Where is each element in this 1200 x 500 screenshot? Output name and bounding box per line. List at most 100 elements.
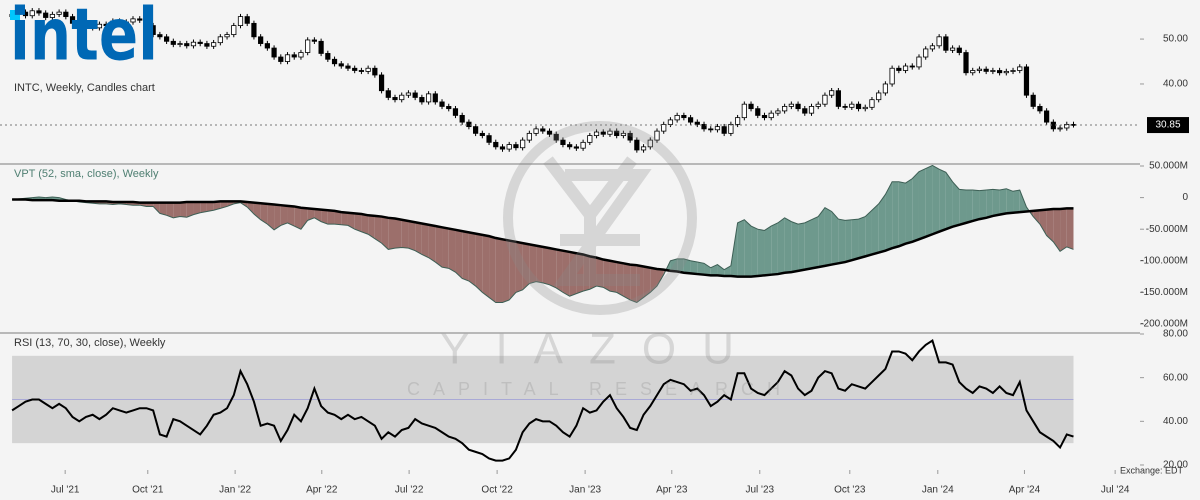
vpt-fill — [213, 201, 221, 211]
vpt-fill — [764, 226, 772, 276]
candle-body — [896, 67, 902, 71]
vpt-fill — [636, 265, 644, 303]
candle-body — [949, 47, 956, 51]
vpt-fill — [442, 227, 449, 269]
candle-body — [607, 130, 613, 135]
vpt-fill — [354, 213, 362, 232]
vpt-fill — [166, 202, 174, 218]
candle-body — [728, 123, 734, 134]
vpt-fill — [912, 171, 919, 242]
candle-body — [177, 43, 183, 45]
x-tick-label: Jul '22 — [395, 485, 424, 496]
last-price-label: 30.85 — [1155, 120, 1180, 131]
vpt-fill — [771, 222, 778, 275]
vpt-fill — [495, 238, 503, 303]
candle-body — [788, 103, 794, 107]
candle-body — [163, 36, 170, 42]
candle-body — [795, 103, 801, 110]
x-tick-label: Apr '22 — [306, 485, 338, 496]
y-tick-label: 40.00 — [1163, 79, 1188, 90]
vpt-fill — [455, 229, 463, 279]
candle-body — [211, 42, 217, 47]
vpt-fill — [388, 217, 395, 250]
candle-body — [76, 21, 82, 24]
vpt-line — [12, 164, 1074, 304]
vpt-fill — [656, 269, 664, 287]
back-layer — [12, 165, 1074, 444]
candle-body — [513, 144, 519, 149]
candle-body — [815, 103, 821, 107]
candle-body — [1003, 70, 1009, 74]
vpt-fill — [939, 169, 946, 232]
candle-body — [936, 36, 942, 47]
candle-body — [204, 43, 210, 47]
candle-body — [540, 128, 546, 132]
y-tick-label: -150.000M — [1140, 287, 1188, 298]
candle-body — [687, 117, 694, 123]
candle-body — [365, 67, 371, 72]
vpt-fill — [831, 211, 839, 265]
vpt-fill — [851, 219, 859, 261]
candle-body — [372, 67, 378, 76]
vpt-fill — [274, 204, 281, 230]
candle-body — [822, 94, 828, 105]
vpt-fill — [596, 257, 604, 288]
candle-body — [278, 56, 284, 62]
vpt-fill — [562, 250, 570, 297]
candle-body — [338, 63, 344, 67]
candle-body — [305, 39, 311, 53]
vpt-fill — [334, 210, 342, 225]
candle-body — [399, 94, 405, 101]
vpt-fill — [609, 260, 617, 293]
vpt-fill — [650, 267, 657, 293]
candle-body — [647, 139, 653, 148]
vpt-fill — [193, 202, 201, 215]
candle-body — [298, 52, 304, 58]
vpt-fill — [952, 181, 960, 227]
candle-body — [251, 22, 257, 38]
candle-body — [855, 103, 862, 110]
vpt-fill — [959, 189, 967, 225]
candle-body — [526, 132, 532, 141]
vpt-fill — [724, 265, 731, 276]
vpt-fill — [247, 202, 254, 215]
candle-body — [311, 39, 317, 42]
candle-body — [1017, 66, 1023, 71]
candle-body — [358, 70, 365, 72]
candle-body — [96, 23, 103, 29]
y-tick-label: 50.00 — [1163, 34, 1188, 45]
vpt-fill — [1006, 188, 1014, 214]
axis-layer: 40.00 50.00 30.85 50.000M 0 -50.000M -100.000M… — [51, 34, 1189, 496]
candle-body — [325, 53, 331, 60]
vpt-fill — [186, 202, 194, 218]
y-tick-label: 60.00 — [1163, 372, 1188, 383]
vpt-fill — [489, 236, 496, 303]
candle-body — [499, 146, 506, 150]
candle-body — [446, 106, 452, 110]
vpt-fill — [287, 205, 295, 227]
vpt-fill — [536, 245, 543, 283]
vpt-fill — [522, 243, 530, 290]
x-tick-label: Jul '23 — [745, 485, 774, 496]
candle-body — [479, 132, 485, 137]
vpt-fill — [502, 239, 510, 303]
candle-body — [284, 54, 291, 62]
x-tick-label: Jul '21 — [51, 485, 80, 496]
vpt-fill — [321, 209, 328, 225]
y-tick-label: 20.00 — [1163, 460, 1188, 471]
vpt-fill — [415, 222, 422, 255]
candle-body — [923, 48, 929, 58]
vpt-fill — [569, 251, 577, 297]
candle-body — [567, 144, 573, 148]
vpt-fill — [482, 234, 490, 298]
candle-body — [184, 43, 190, 47]
vpt-fill — [1046, 208, 1054, 242]
vpt-fill — [737, 219, 745, 277]
vpt-fill — [777, 217, 785, 275]
rsi-title: RSI (13, 70, 30, close), Weekly — [14, 337, 166, 349]
vpt-fill — [267, 203, 275, 230]
candle-body — [546, 130, 553, 135]
candle-body — [103, 23, 109, 26]
vpt-fill — [992, 189, 1000, 216]
candle-body — [1037, 106, 1043, 112]
